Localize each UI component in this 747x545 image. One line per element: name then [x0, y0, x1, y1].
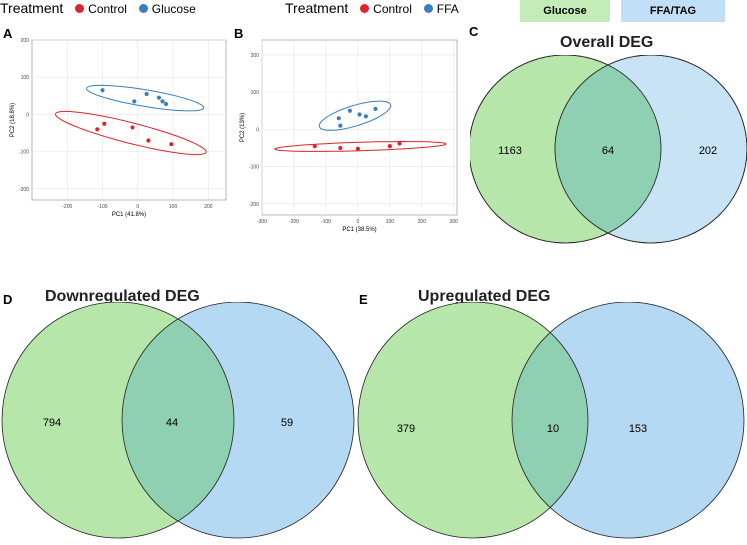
legend-a-title: Treatment — [0, 0, 64, 16]
venn-e-right-count: 153 — [629, 423, 647, 435]
data-point — [144, 91, 149, 97]
venn-title-d: Downregulated DEG — [45, 288, 200, 305]
plot-area — [261, 39, 458, 216]
venn-c-right-count: 202 — [699, 145, 717, 157]
y-tick-label: -100 — [19, 150, 29, 156]
data-point — [338, 145, 343, 151]
x-tick-label: 0 — [136, 204, 139, 210]
y-tick-label: -200 — [19, 187, 29, 193]
venn-d-right-count: 59 — [281, 417, 293, 429]
legend-a: Treatment Control Glucose — [0, 0, 196, 16]
data-point — [156, 95, 162, 100]
x-tick-label: -200 — [62, 204, 72, 210]
legend-b-item-control: Control — [360, 2, 412, 16]
venn-diagram-c: 1163 64 202 — [470, 55, 747, 244]
venn-e-left-count: 379 — [397, 423, 415, 435]
venn-d-left-count: 794 — [43, 417, 61, 429]
confidence-ellipse — [274, 140, 447, 152]
x-tick-label: 100 — [169, 204, 178, 210]
x-tick-label: 300 — [450, 219, 459, 225]
panel-letter-e: E — [359, 292, 368, 307]
legend-b-item-ffa: FFA — [423, 1, 459, 16]
confidence-ellipse — [86, 84, 205, 112]
data-point — [347, 108, 353, 113]
data-point — [100, 88, 105, 93]
y-tick-label: 100 — [251, 90, 260, 96]
x-tick-label: -200 — [289, 219, 299, 225]
legend-a-item-glucose: Glucose — [138, 1, 196, 16]
x-axis-label: PC1 (38.5%) — [342, 227, 376, 233]
y-tick-label: 0 — [26, 112, 29, 118]
control-dot-icon — [75, 4, 85, 13]
x-axis-label: PC1 (41.8%) — [112, 212, 146, 218]
pca-plot-a: -200 -100 0 100 200 -200 -100 0 100 200 PC1 (41.8%… — [10, 38, 227, 218]
y-tick-label: -100 — [249, 165, 259, 171]
confidence-ellipse — [318, 100, 392, 131]
venn-c-both-count: 64 — [602, 145, 614, 157]
data-point — [312, 144, 317, 149]
venn-e-both-count: 10 — [547, 423, 559, 435]
venn-legend-ffa-label: FFA/TAG — [649, 5, 697, 17]
control-dot-icon — [360, 4, 370, 13]
venn-e-overlap — [512, 302, 588, 538]
y-tick-label: 100 — [21, 75, 30, 81]
x-tick-label: 100 — [386, 219, 395, 225]
glucose-dot-icon — [138, 4, 148, 13]
ffa-dot-icon — [423, 4, 433, 13]
venn-legend-glucose-label: Glucose — [543, 5, 587, 17]
data-point — [387, 144, 392, 149]
venn-title-e: Upregulated DEG — [418, 288, 551, 305]
data-point — [397, 141, 402, 146]
venn-c-left-count: 1163 — [498, 145, 522, 157]
panel-letter-a: A — [3, 26, 13, 41]
data-point — [169, 142, 174, 147]
data-point — [355, 146, 361, 151]
venn-title-c: Overall DEG — [560, 34, 654, 51]
x-tick-label: -100 — [321, 219, 331, 225]
data-point — [338, 123, 343, 128]
data-point — [336, 116, 341, 121]
data-point — [163, 101, 169, 107]
x-tick-label: 200 — [204, 204, 213, 210]
x-tick-label: -300 — [257, 219, 267, 225]
venn-d-overlap — [122, 302, 234, 538]
venn-d-both-count: 44 — [166, 417, 178, 429]
y-tick-label: 200 — [251, 53, 260, 59]
venn-diagram-e: 379 10 153 — [357, 302, 745, 539]
legend-b-ffa-label: FFA — [436, 1, 459, 16]
data-point — [102, 121, 107, 126]
legend-b-title: Treatment — [285, 0, 349, 16]
legend-a-item-control: Control — [75, 2, 127, 16]
panel-letter-b: B — [234, 26, 244, 41]
y-tick-label: 200 — [21, 38, 30, 44]
venn-c-overlap — [555, 55, 661, 243]
legend-a-control-label: Control — [88, 1, 127, 16]
y-tick-label: -200 — [249, 202, 259, 208]
data-point — [357, 112, 362, 117]
x-tick-label: 0 — [357, 219, 360, 225]
x-tick-label: 200 — [418, 219, 427, 225]
legend-a-glucose-label: Glucose — [151, 1, 196, 16]
y-axis-label: PC2 (18.8%) — [10, 103, 16, 137]
legend-b: Treatment Control FFA — [285, 0, 459, 16]
y-axis-label: PC2 (13%) — [240, 113, 246, 142]
data-point — [130, 125, 135, 130]
data-point — [373, 106, 378, 111]
data-point — [146, 138, 151, 143]
data-point — [363, 114, 368, 119]
data-point — [95, 127, 100, 132]
y-tick-label: 0 — [256, 127, 259, 133]
legend-b-control-label: Control — [373, 1, 412, 16]
venn-legend-ffa: FFA/TAG — [621, 0, 725, 22]
venn-legend-glucose: Glucose — [520, 0, 610, 22]
pca-plot-b: -300 -200 -100 0 100 200 300 -200 -100 0 100 200 PC1… — [240, 39, 459, 233]
confidence-ellipse — [55, 110, 207, 156]
venn-diagram-d: 794 44 59 — [1, 302, 355, 539]
x-tick-label: -100 — [98, 204, 108, 210]
data-point — [132, 99, 137, 104]
data-point — [160, 99, 165, 104]
panel-letter-c: C — [469, 24, 479, 39]
panel-letter-d: D — [3, 292, 13, 307]
